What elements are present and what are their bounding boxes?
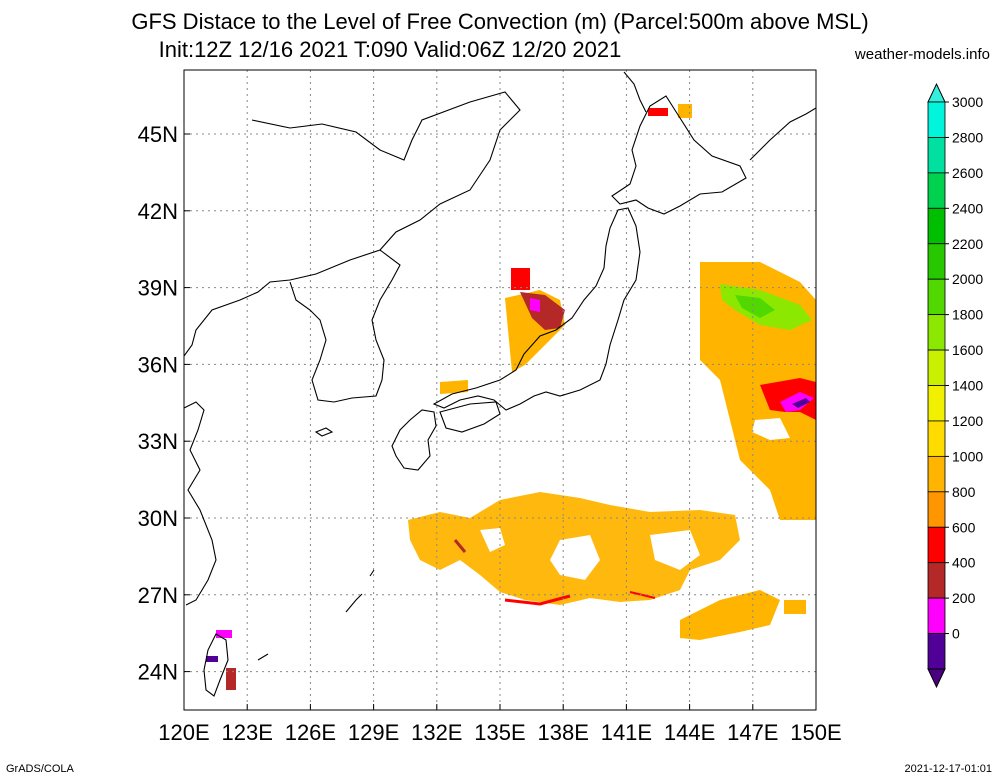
field-red-edge — [504, 594, 571, 606]
colorbar-swatch — [927, 562, 946, 599]
colorbar-swatch — [927, 420, 946, 457]
lat-tick-label: 27N — [138, 583, 178, 608]
field-taiwan-brown — [226, 668, 236, 690]
field-honshu-red — [511, 268, 530, 290]
colorbar-label: 1000 — [952, 448, 983, 464]
lat-tick-label: 39N — [138, 276, 178, 301]
lon-tick-label: 144E — [664, 720, 715, 745]
grads-credit: GrADS/COLA — [6, 763, 74, 775]
colorbar-label: 2800 — [952, 129, 983, 145]
field-south-patch — [680, 590, 780, 640]
field-south-patch-2 — [784, 600, 806, 614]
lat-tick-label: 36N — [138, 352, 178, 377]
colorbar-label: 1400 — [952, 378, 983, 394]
coast-mainland — [184, 401, 217, 606]
colorbar-swatch — [927, 491, 946, 528]
coast-ryukyu — [257, 569, 375, 661]
colorbar-label: 1800 — [952, 307, 983, 323]
colorbar-label: 2600 — [952, 165, 983, 181]
colorbar-bottom-arrow — [927, 668, 946, 689]
colorbar-label: 1600 — [952, 342, 983, 358]
field-band-hole-2 — [650, 530, 700, 570]
chart-subtitle: Init:12Z 12/16 2021 T:090 Valid:06Z 12/2… — [158, 37, 622, 62]
colorbar-label: 600 — [952, 519, 976, 535]
lon-tick-label: 141E — [601, 720, 652, 745]
field-sea-dot — [440, 380, 468, 394]
coast-shikoku — [439, 401, 501, 433]
colorbar-label: 3000 — [952, 94, 983, 110]
colorbar-swatch — [927, 137, 946, 174]
field-east-green-core — [735, 295, 775, 318]
field-red-edge-3 — [629, 591, 656, 599]
coast-taiwan — [203, 633, 229, 697]
site-credit: weather-models.info — [854, 46, 990, 63]
lon-tick-label: 138E — [538, 720, 589, 745]
colorbar-label: 200 — [952, 590, 976, 606]
chart-title: GFS Distace to the Level of Free Convect… — [131, 9, 869, 34]
field-taiwan-purple — [206, 656, 218, 662]
colorbar-swatch — [927, 526, 946, 564]
lat-tick-label: 42N — [138, 199, 178, 224]
coast-kyushu — [391, 409, 437, 471]
colorbar-swatch — [927, 385, 946, 422]
coast-hokkaido — [611, 95, 747, 215]
lon-tick-label: 126E — [285, 720, 336, 745]
coastlines — [184, 71, 816, 697]
coast-kurils — [749, 107, 816, 161]
lon-tick-label: 147E — [727, 720, 778, 745]
lat-tick-label: 33N — [138, 429, 178, 454]
colorbar-label: 400 — [952, 555, 976, 571]
colorbar: 3000280026002400220020001800160014001200… — [927, 82, 983, 689]
colorbar-swatch — [927, 172, 946, 209]
lon-tick-label: 129E — [348, 720, 399, 745]
field-east-hole — [752, 418, 790, 440]
coast-korea — [289, 249, 401, 403]
lon-tick-label: 132E — [411, 720, 462, 745]
field-hokkaido-orange — [678, 104, 692, 118]
coast-north-china-korea — [184, 91, 521, 357]
field-honshu-magenta — [530, 298, 540, 312]
field-east-purple — [792, 398, 810, 408]
coast-honshu — [432, 207, 641, 411]
shaded-field — [206, 104, 816, 690]
colorbar-label: 2000 — [952, 271, 983, 287]
colorbar-swatch — [927, 314, 946, 351]
lon-tick-label: 120E — [158, 720, 209, 745]
lat-tick-label: 24N — [138, 660, 178, 685]
coast-jeju — [314, 427, 334, 437]
lon-tick-label: 123E — [222, 720, 273, 745]
colorbar-swatch — [927, 243, 946, 280]
field-hokkaido-red — [648, 108, 668, 116]
lon-tick-label: 150E — [790, 720, 841, 745]
colorbar-label: 2400 — [952, 200, 983, 216]
field-taiwan-magenta — [216, 630, 232, 638]
lat-tick-label: 45N — [138, 122, 178, 147]
field-band-hole — [550, 535, 600, 580]
colorbar-swatch — [927, 349, 946, 386]
timestamp: 2021-12-17-01:01 — [904, 763, 992, 775]
colorbar-swatch — [927, 633, 946, 670]
lat-tick-label: 30N — [138, 506, 178, 531]
colorbar-swatch — [927, 455, 946, 493]
colorbar-label: 2200 — [952, 236, 983, 252]
colorbar-label: 800 — [952, 484, 976, 500]
lon-axis-labels: 120E 123E 126E 129E 132E 135E 138E 141E 144E 147E… — [158, 704, 842, 745]
colorbar-swatch — [927, 207, 946, 245]
coast-sakhalin — [623, 71, 647, 113]
lat-axis-labels: 45N 42N 39N 36N 33N 30N 27N 24N — [138, 122, 190, 685]
colorbar-swatch — [927, 101, 946, 138]
lat-lon-grid — [184, 70, 816, 710]
field-band-hole-3 — [480, 528, 505, 552]
colorbar-top-arrow — [927, 82, 946, 103]
colorbar-label: 0 — [952, 626, 960, 642]
colorbar-swatch — [927, 597, 946, 634]
colorbar-label: 1200 — [952, 413, 983, 429]
field-red-edge-2 — [453, 539, 467, 553]
colorbar-swatch — [927, 278, 946, 316]
lon-tick-label: 135E — [474, 720, 525, 745]
